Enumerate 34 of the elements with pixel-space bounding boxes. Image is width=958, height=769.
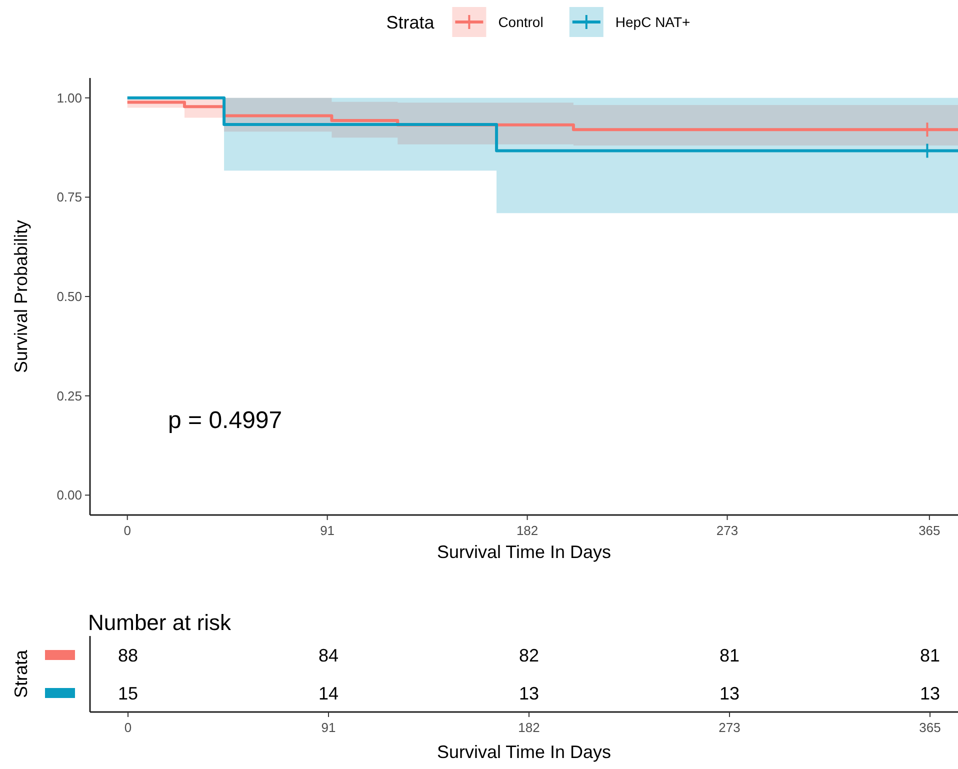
data-label: 15	[118, 683, 138, 704]
x-tick-label: 365	[918, 523, 940, 538]
y-tick-label: 0.25	[56, 388, 82, 404]
data-label: 82	[518, 645, 540, 666]
y-tick-label: 0.75	[56, 190, 82, 205]
data-label: 14	[318, 683, 339, 704]
x-tick-label: 91	[320, 523, 335, 538]
data-label: 13	[920, 683, 940, 704]
x-tick-label: 0	[124, 720, 132, 735]
x-tick-label: 0	[124, 523, 131, 538]
y-tick-label: 0.50	[56, 289, 82, 304]
x-axis-title: Survival Time In Days	[436, 742, 612, 762]
x-tick-label: 182	[518, 720, 540, 735]
data-label: 81	[920, 645, 940, 666]
y-tick-label: 0.00	[56, 488, 82, 503]
x-tick-label: 91	[321, 720, 336, 735]
x-tick-label: 273	[718, 720, 740, 735]
x-tick-label: 182	[516, 523, 538, 538]
data-label: 13	[719, 683, 740, 704]
chart-title: Number at risk	[88, 610, 232, 635]
y-axis-title: Strata	[11, 649, 31, 698]
data-label: 13	[518, 683, 540, 704]
legend-title: Strata	[386, 12, 436, 32]
annotation: p = 0.4997	[168, 407, 282, 434]
data-label: 88	[118, 645, 138, 666]
data-label: 84	[318, 645, 339, 666]
data-label: 81	[719, 645, 740, 666]
legend-label: HepC NAT+	[615, 14, 690, 30]
x-tick-label: 273	[716, 523, 738, 538]
x-axis-title: Survival Time In Days	[436, 542, 612, 562]
legend-label: Control	[498, 14, 544, 30]
x-tick-label: 365	[919, 720, 941, 735]
y-tick-label: 1.00	[56, 90, 82, 106]
y-axis-title: Survival Probability	[11, 220, 31, 374]
